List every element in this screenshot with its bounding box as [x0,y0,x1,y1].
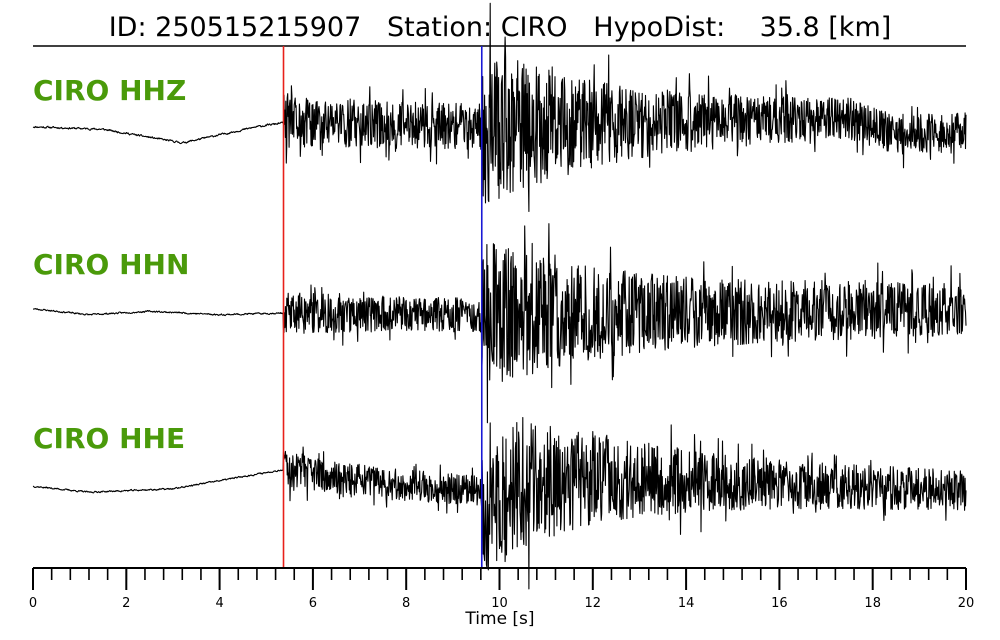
x-tick-label: 0 [29,596,37,611]
x-tick-label: 8 [402,596,410,611]
x-tick-label: 14 [678,596,695,611]
x-tick-label: 18 [864,596,881,611]
channel-label-1: CIRO HHZ [33,74,186,107]
x-tick-label: 4 [215,596,223,611]
x-tick-label: 6 [309,596,317,611]
channel-label-2: CIRO HHN [33,248,189,281]
x-tick-label: 2 [122,596,130,611]
x-tick-label: 20 [958,596,975,611]
x-tick-label: 16 [771,596,788,611]
chart-title: ID: 250515215907 Station: CIRO HypoDist:… [109,12,892,43]
x-axis-label: Time [s] [464,609,534,629]
channel-labels: CIRO HHZ CIRO HHN CIRO HHE [33,74,189,455]
traces-group [32,2,967,590]
x-tick-label: 12 [585,596,602,611]
phase-markers [282,46,483,568]
waveform-trace-2 [32,223,967,424]
channel-label-3: CIRO HHE [33,422,185,455]
x-axis: 0 2 4 6 8 10 12 14 16 18 20 [29,567,975,611]
x-tick-label: 10 [491,596,508,611]
waveform-trace-1 [32,2,967,213]
waveform-trace-3 [32,416,967,590]
